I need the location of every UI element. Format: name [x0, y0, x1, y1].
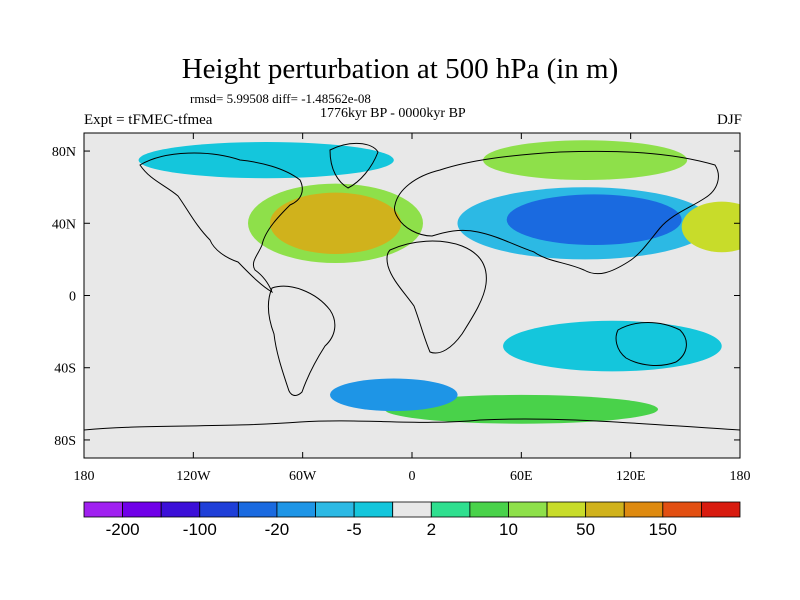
period-label: 1776kyr BP - 0000kyr BP: [320, 106, 466, 121]
colorbar-label: 50: [576, 520, 595, 539]
experiment-label: Expt = tFMEC-tfmea: [84, 112, 213, 128]
field-feature: [138, 142, 394, 179]
colorbar-swatch: [315, 501, 355, 518]
colorbar-swatch: [508, 501, 548, 518]
y-tick-label: 0: [69, 290, 76, 305]
africa-coast: [386, 240, 487, 354]
season-label: DJF: [716, 112, 742, 128]
colorbar-label: -20: [265, 520, 290, 539]
x-tick-label: 60E: [510, 469, 533, 484]
australia-coast: [615, 322, 687, 366]
colorbar-swatch: [430, 501, 471, 518]
eurasia-coast: [393, 150, 719, 275]
y-tick-label: 80N: [52, 145, 76, 160]
north-america-coast: [139, 152, 303, 294]
colorbar-label: 10: [499, 520, 518, 539]
colorbar-swatch: [199, 501, 239, 518]
colorbar-label: 150: [649, 520, 677, 539]
colorbar-swatch: [546, 501, 587, 518]
field-feature: [384, 394, 658, 424]
x-tick-label: 120W: [176, 469, 211, 484]
field-feature: [330, 378, 458, 412]
coastline-layer: [84, 143, 740, 431]
y-tick-label: 40N: [52, 217, 76, 232]
colorbar-swatch: [469, 501, 509, 518]
colorbar-swatch: [276, 501, 316, 518]
colorbar-label: -100: [183, 520, 217, 539]
y-tick-label: 40S: [54, 362, 76, 377]
antarctica-coast: [84, 418, 740, 431]
colorbar-label: -5: [347, 520, 362, 539]
colorbar-swatch: [237, 501, 278, 518]
x-tick-label: 120E: [616, 469, 646, 484]
field-layer: [138, 140, 740, 424]
field-feature: [483, 140, 688, 181]
greenland-coast: [329, 143, 379, 189]
chart-title: Height perturbation at 500 hPa (in m): [181, 53, 619, 85]
colorbar-swatch: [83, 501, 123, 518]
field-feature: [503, 320, 722, 372]
colorbar-swatch: [623, 501, 664, 518]
colorbar-swatch: [392, 501, 432, 518]
colorbar-swatch: [701, 501, 741, 518]
colorbar-swatch: [585, 501, 625, 518]
stats-label: rmsd= 5.99508 diff= -1.48562e-08: [190, 91, 371, 106]
colorbar-label: 2: [427, 520, 436, 539]
x-tick-label: 180: [74, 469, 95, 484]
axis-ticks: 180 120W 60W 0 60E 120E 180 80N 40N 0 40S 80S: [52, 133, 751, 484]
x-tick-label: 0: [409, 469, 416, 484]
colorbar-swatch: [662, 501, 702, 518]
colorbar: -200 -100 -20 -5 2 10 50 150: [83, 501, 741, 539]
x-tick-label: 60W: [289, 469, 317, 484]
colorbar-swatch: [353, 501, 394, 518]
field-feature: [269, 192, 402, 254]
x-tick-label: 180: [730, 469, 751, 484]
colorbar-label: -200: [106, 520, 140, 539]
field-feature: [681, 201, 740, 253]
field-feature: [506, 194, 682, 245]
y-tick-label: 80S: [54, 434, 76, 449]
colorbar-swatch: [122, 501, 162, 518]
south-america-coast: [267, 285, 336, 396]
colorbar-swatch: [160, 501, 201, 518]
